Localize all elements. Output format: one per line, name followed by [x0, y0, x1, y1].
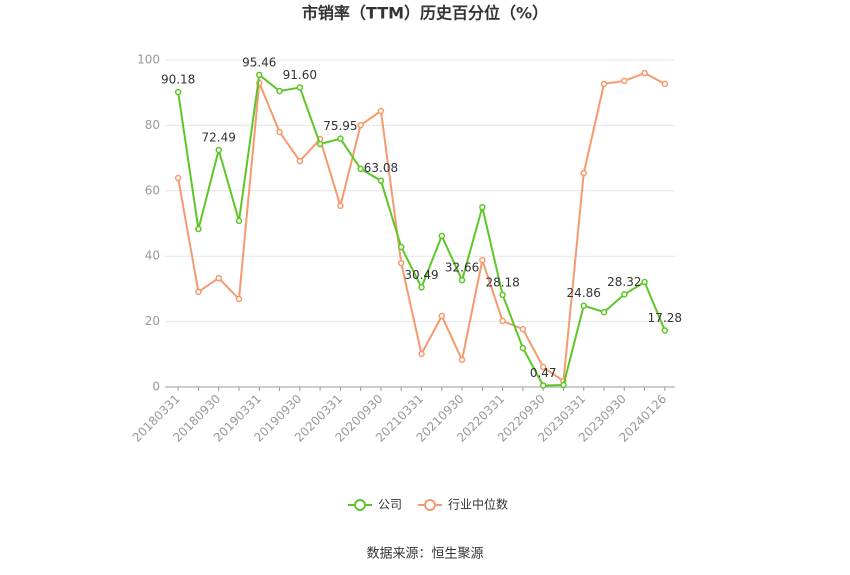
data-point: [499, 291, 506, 299]
data-point: [397, 259, 405, 267]
data-point: [418, 350, 425, 358]
data-point: [641, 278, 648, 286]
data-point: [357, 121, 364, 129]
data-point: [296, 84, 304, 91]
data-point: [215, 274, 222, 282]
data-label: 72.49: [202, 130, 236, 144]
data-point: [377, 177, 385, 184]
y-tick-label: 100: [137, 53, 160, 67]
y-tick-label: 20: [145, 314, 160, 328]
data-label: 32.66: [445, 261, 479, 275]
data-point: [418, 284, 425, 291]
data-label: 28.18: [485, 275, 519, 289]
data-point: [600, 308, 608, 316]
data-label: 24.86: [567, 286, 601, 300]
data-point: [580, 169, 587, 177]
data-point: [621, 291, 628, 298]
data-point: [519, 344, 527, 352]
chart-title: 市销率（TTM）历史百分位（%）: [302, 4, 548, 23]
data-point: [621, 77, 628, 85]
source-note: 数据来源：恒生聚源: [366, 547, 483, 562]
data-point: [580, 302, 587, 309]
data-point: [195, 288, 202, 296]
data-point: [641, 69, 648, 77]
data-point: [438, 312, 446, 320]
y-tick-label: 0: [152, 380, 160, 394]
data-point: [215, 146, 222, 154]
data-point: [276, 128, 283, 136]
data-label: 95.46: [242, 55, 276, 69]
data-point: [377, 107, 385, 115]
data-label: 63.08: [364, 161, 398, 175]
data-label: 91.60: [283, 68, 317, 82]
data-point: [539, 363, 547, 371]
data-point: [316, 140, 324, 148]
data-label: 28.32: [607, 275, 641, 289]
legend-label: 行业中位数: [448, 497, 508, 512]
y-tick-label: 60: [145, 183, 160, 197]
legend-marker: [424, 499, 436, 511]
legend-label: 公司: [378, 498, 402, 512]
data-point: [256, 71, 263, 79]
data-point: [174, 88, 182, 96]
data-point: [539, 382, 547, 389]
data-point: [276, 87, 283, 95]
data-label: 17.28: [648, 311, 682, 325]
data-label: 0.47: [530, 366, 557, 380]
data-point: [560, 381, 567, 389]
data-point: [397, 243, 405, 251]
data-point: [195, 225, 202, 233]
data-point: [661, 80, 669, 88]
data-point: [235, 217, 243, 225]
data-label: 30.49: [404, 268, 438, 282]
data-point: [174, 174, 182, 182]
data-point: [661, 327, 669, 334]
data-label: 90.18: [161, 73, 195, 87]
data-point: [337, 135, 344, 142]
y-tick-label: 80: [145, 118, 160, 132]
series-line: [177, 71, 666, 383]
data-point: [458, 276, 466, 284]
data-point: [479, 203, 486, 211]
series-line: [177, 72, 666, 387]
data-label: 75.95: [323, 119, 357, 133]
data-point: [479, 256, 486, 264]
data-point: [337, 202, 344, 210]
data-point: [357, 165, 364, 173]
data-point: [458, 356, 466, 364]
data-point: [235, 295, 243, 303]
data-point: [438, 232, 446, 240]
legend-marker: [354, 499, 366, 511]
data-point: [519, 325, 527, 333]
data-point: [499, 317, 506, 325]
data-point: [296, 157, 304, 165]
y-tick-label: 40: [145, 249, 160, 263]
data-point: [600, 80, 608, 88]
